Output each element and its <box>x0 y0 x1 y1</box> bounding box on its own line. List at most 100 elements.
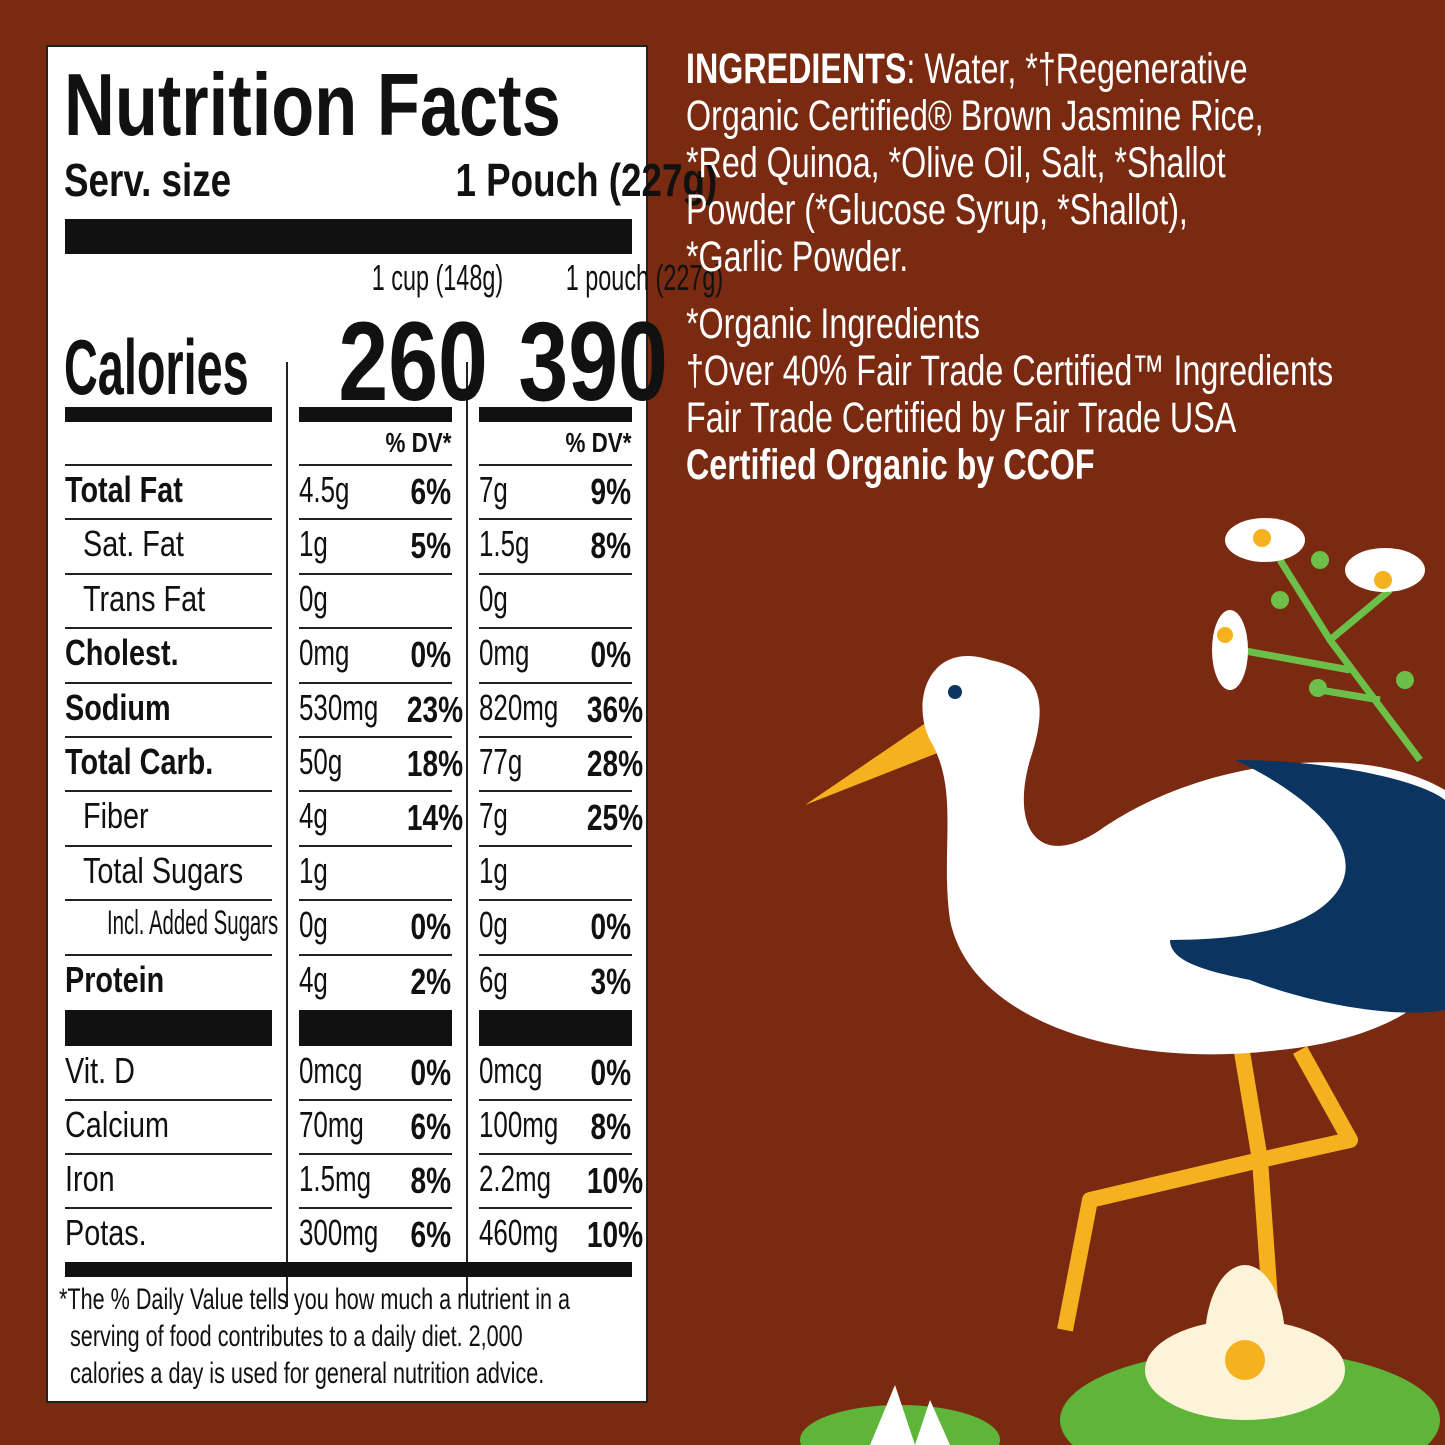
vitamin-row-name: Vit. D <box>65 1050 152 1091</box>
dv-pouch: 0% <box>571 634 631 675</box>
amount-cup: 4.5g <box>299 469 369 510</box>
row-divider <box>479 573 632 575</box>
heron-illustration <box>800 518 1445 1445</box>
row-divider <box>65 1207 272 1209</box>
amount-pouch-text: 0mg <box>479 632 530 674</box>
amount-cup: 4g <box>299 959 339 1000</box>
top-thick-bar <box>65 219 632 254</box>
amount-pouch-text: 6g <box>479 958 508 1000</box>
dv-pouch-text: 9% <box>590 471 631 512</box>
amount-pouch: 1g <box>479 850 519 891</box>
nutrient-row-name-text: Total Fat <box>65 469 183 510</box>
dv-pouch-text: 36% <box>586 688 644 730</box>
dv-pouch-text: 3% <box>590 960 631 1002</box>
nutrient-row-name-text: Sat. Fat <box>83 523 184 565</box>
dv-pouch-text: 0% <box>590 1052 631 1093</box>
dv-pouch: 8% <box>571 1106 631 1147</box>
row-divider <box>299 1099 452 1101</box>
column-header-pouch-text: 1 pouch (227g) <box>565 257 724 298</box>
dv-cup: 14% <box>391 797 463 838</box>
row-divider <box>65 899 272 901</box>
amount-pouch: 7g <box>479 469 519 510</box>
amount-pouch: 77g <box>479 741 539 782</box>
row-divider <box>299 573 452 575</box>
amount-cup: 0g <box>299 904 339 945</box>
dv-cup: 23% <box>391 689 463 730</box>
serving-size-label-text: Serv. size <box>64 154 232 206</box>
dv-cup-text: 5% <box>410 525 451 567</box>
nutrient-row-name-text: Protein <box>65 958 165 1000</box>
amount-cup-text: 300mg <box>299 1212 379 1253</box>
amount-pouch: 460mg <box>479 1212 589 1253</box>
amount-cup-text: 1g <box>299 523 328 565</box>
dv-cup: 6% <box>391 1214 451 1255</box>
heron-legs <box>1057 1038 1358 1332</box>
column-header-cup: 1 cup (148g) <box>301 257 503 298</box>
ingredients-line: Organic Certified® Brown Jasmine Rice, <box>686 92 1264 140</box>
dv-cup-text: 0% <box>410 634 451 676</box>
heron-eye <box>948 685 962 699</box>
nutrient-row-name-text: Total Carb. <box>65 741 214 782</box>
amount-cup-text: 0mcg <box>299 1050 363 1091</box>
dv-cup-text: 8% <box>410 1160 451 1201</box>
row-divider <box>65 790 272 792</box>
dv-pouch: 25% <box>571 797 643 838</box>
column-separator <box>466 362 468 1307</box>
amount-pouch: 820mg <box>479 687 589 728</box>
vitamin-row-name: Iron <box>65 1158 127 1199</box>
amount-cup-text: 0g <box>299 904 328 946</box>
dv-cup-text: 18% <box>406 743 464 784</box>
dv-pouch-text: 8% <box>590 1106 631 1147</box>
amount-pouch-text: 820mg <box>479 686 559 728</box>
dv-pouch-text: 8% <box>590 525 631 567</box>
row-divider <box>479 1153 632 1155</box>
calories-bar <box>299 407 452 422</box>
nutrient-row-name-text: Fiber <box>83 795 149 837</box>
dv-pouch: 9% <box>571 471 631 512</box>
calories-label: Calories <box>64 322 372 412</box>
row-divider <box>479 736 632 738</box>
amount-cup: 1.5mg <box>299 1158 399 1199</box>
footnote-line: *The % Daily Value tells you how much a … <box>59 1282 769 1317</box>
nutrient-row-name: Protein <box>65 959 189 1000</box>
dv-pouch-text: 0% <box>590 634 631 676</box>
row-divider <box>299 790 452 792</box>
amount-cup: 300mg <box>299 1212 409 1253</box>
serving-size-value-text: 1 Pouch (227g) <box>455 154 718 206</box>
flower-stem-illustration <box>1212 518 1425 763</box>
dv-pouch-text: 0% <box>590 906 631 948</box>
amount-pouch-text: 0g <box>479 904 508 946</box>
row-divider <box>479 1099 632 1101</box>
amount-pouch-text: 0g <box>479 577 508 619</box>
nutrition-facts-title-text: Nutrition Facts <box>64 55 561 154</box>
calories-pouch-value-text: 390 <box>518 299 668 424</box>
amount-pouch-text: 77g <box>479 741 523 782</box>
row-divider <box>65 682 272 684</box>
nutrient-row-name-text: Sodium <box>65 686 171 728</box>
vitamin-row-name-text: Vit. D <box>65 1050 135 1091</box>
row-divider <box>65 464 272 466</box>
nutrient-row-name-text: Incl. Added Sugars <box>107 904 279 943</box>
row-divider <box>299 1153 452 1155</box>
amount-cup: 0g <box>299 578 339 619</box>
dv-cup-text: 23% <box>406 688 464 730</box>
amount-cup-text: 4.5g <box>299 469 350 510</box>
dv-cup-text: 6% <box>410 1214 451 1255</box>
row-divider <box>299 954 452 956</box>
vitamin-row-name-text: Iron <box>65 1158 115 1199</box>
amount-pouch: 100mg <box>479 1104 589 1145</box>
dv-cup-text: 6% <box>410 471 451 512</box>
amount-pouch-text: 7g <box>479 469 508 510</box>
amount-pouch: 7g <box>479 795 519 836</box>
column-header-cup-text: 1 cup (148g) <box>371 257 504 298</box>
amount-cup-text: 530mg <box>299 686 379 728</box>
amount-pouch-text: 100mg <box>479 1104 559 1145</box>
dv-cup-text: 0% <box>410 1052 451 1093</box>
heron-wing <box>1170 760 1445 1013</box>
amount-pouch-text: 7g <box>479 795 508 837</box>
row-divider <box>65 845 272 847</box>
amount-pouch: 1.5g <box>479 523 549 564</box>
dv-cup: 8% <box>391 1160 451 1201</box>
column-header-pouch: 1 pouch (227g) <box>481 257 723 298</box>
calories-bar <box>65 407 272 422</box>
